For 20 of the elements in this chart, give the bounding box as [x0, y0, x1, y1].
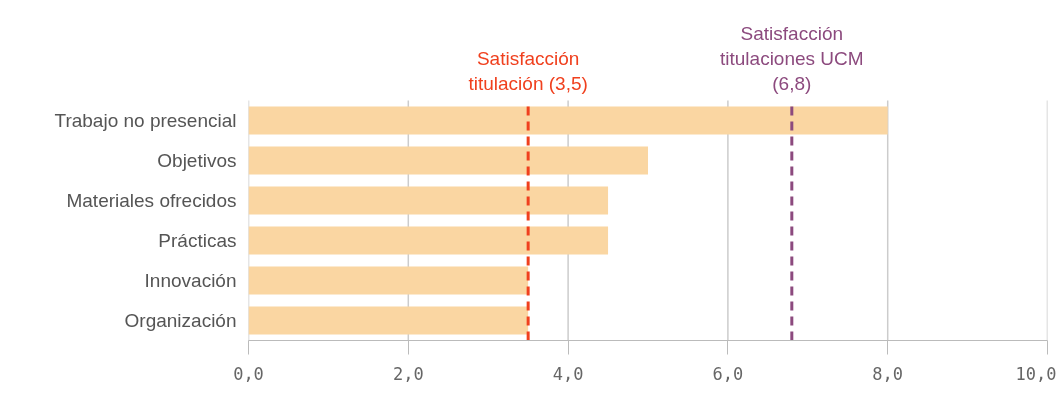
y-tick-label: Materiales ofrecidos — [66, 190, 237, 211]
x-tick-label: 10,0 — [1015, 363, 1056, 384]
x-tick-label: 0,0 — [233, 363, 264, 384]
bar — [248, 106, 888, 135]
bar — [248, 146, 648, 175]
y-tick-label: Innovación — [144, 270, 237, 291]
ref-line-label: Satisfacción titulación (3,5) — [468, 48, 588, 95]
bar — [248, 266, 529, 295]
x-tick-label: 2,0 — [392, 363, 424, 384]
y-tick-label: Trabajo no presencial — [54, 110, 237, 131]
x-tick-label: 4,0 — [552, 363, 584, 384]
y-tick-label: Objetivos — [157, 150, 237, 171]
bar — [248, 186, 609, 215]
y-tick-label: Prácticas — [158, 230, 237, 251]
bar — [248, 306, 529, 335]
x-tick-label: 6,0 — [712, 363, 744, 384]
x-tick-label: 8,0 — [872, 363, 904, 384]
y-tick-label: Organización — [124, 310, 237, 331]
ref-line-label: Satisfacción titulaciones UCM (6,8) — [720, 23, 864, 95]
bar — [248, 226, 609, 255]
